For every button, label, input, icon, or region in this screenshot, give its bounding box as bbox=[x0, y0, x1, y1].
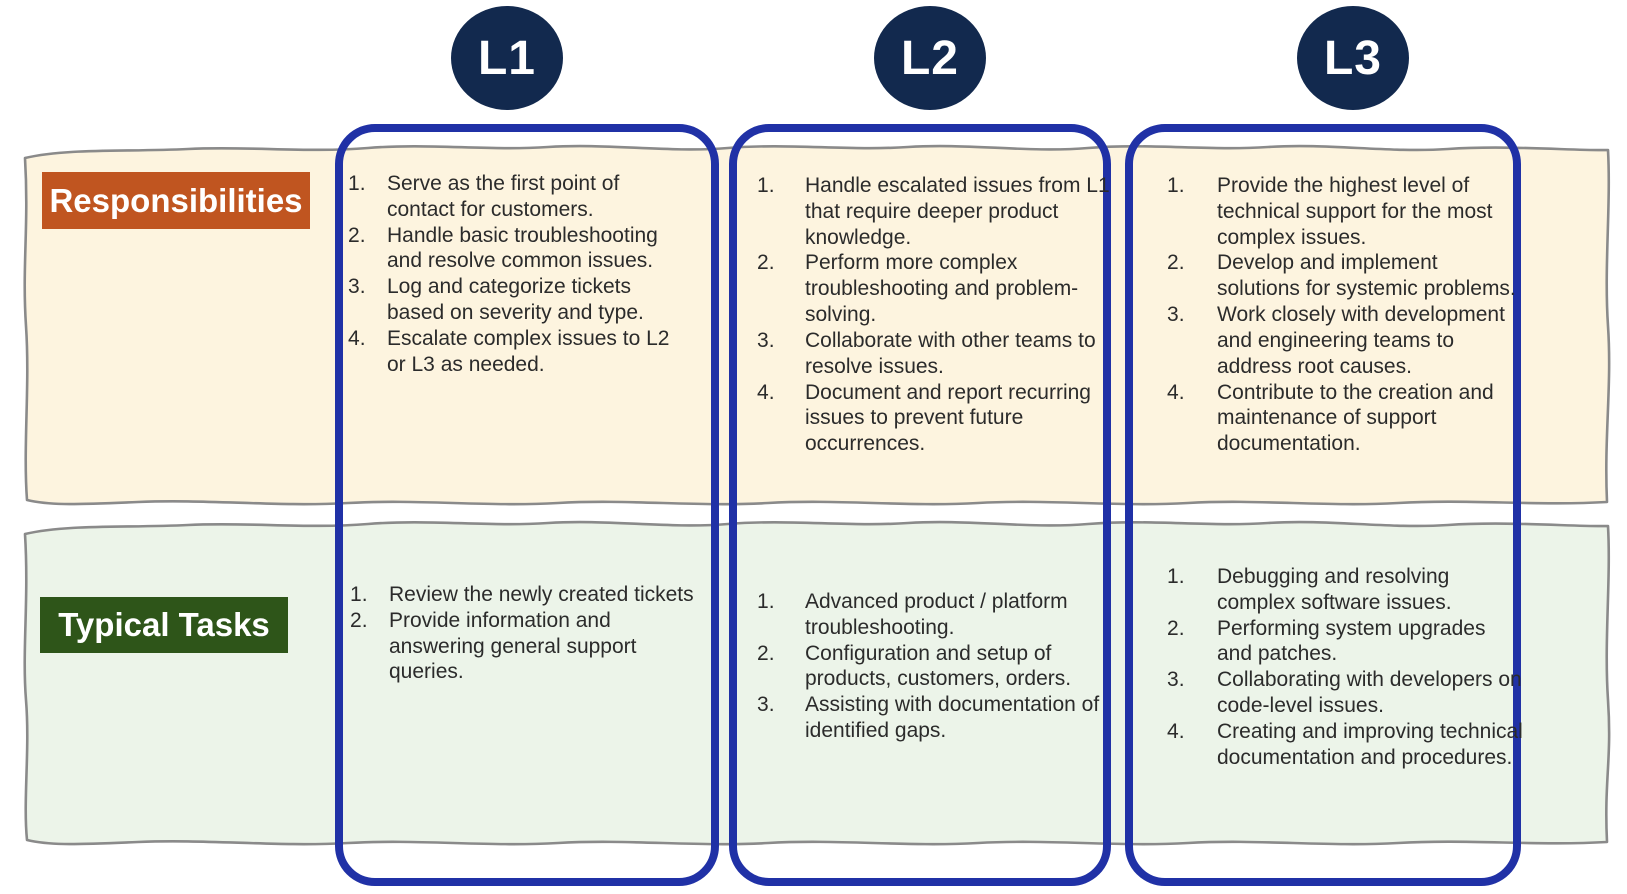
list-item: Handle basic troubleshooting and resolve… bbox=[387, 223, 658, 273]
list-item: Develop and implement solutions for syst… bbox=[1217, 251, 1516, 301]
list-item: Performing system upgrades and patches. bbox=[1217, 616, 1486, 666]
list-item: Creating and improving technical documen… bbox=[1217, 719, 1523, 769]
list-item: Review the newly created tickets bbox=[389, 583, 694, 606]
typical-tasks-list-l1: Review the newly created tickets Provide … bbox=[350, 582, 702, 685]
typical-tasks-list-l3: Debugging and resolving complex software… bbox=[1167, 564, 1523, 771]
typical-tasks-row-label: Typical Tasks bbox=[40, 597, 288, 653]
list-item: Escalate complex issues to L2 or L3 as n… bbox=[387, 326, 670, 376]
list-item: Collaborating with developers on code-le… bbox=[1217, 668, 1522, 718]
list-item: Serve as the first point of contact for … bbox=[387, 172, 620, 221]
level-badge-l2-label: L2 bbox=[900, 31, 959, 85]
list-item: Assisting with documentation of identifi… bbox=[805, 693, 1100, 743]
level-badge-l3: L3 bbox=[1297, 6, 1409, 110]
list-item: Collaborate with other teams to resolve … bbox=[805, 328, 1096, 378]
list-item: Provide the highest level of technical s… bbox=[1217, 174, 1493, 249]
level-badge-l3-label: L3 bbox=[1323, 31, 1382, 85]
level-badge-l1-label: L1 bbox=[477, 31, 536, 85]
list-item: Contribute to the creation and maintenan… bbox=[1217, 380, 1494, 456]
list-item: Configuration and setup of products, cus… bbox=[805, 641, 1072, 691]
responsibilities-row-label-text: Responsibilities bbox=[49, 181, 303, 219]
list-item: Work closely with development and engine… bbox=[1217, 303, 1505, 378]
level-frame-l2 bbox=[729, 124, 1111, 886]
typical-tasks-list-l2: Advanced product / platform troubleshoot… bbox=[757, 589, 1117, 744]
level-frame-l1 bbox=[335, 124, 719, 886]
typical-tasks-row-label-text: Typical Tasks bbox=[58, 606, 270, 643]
responsibilities-list-l1: Serve as the first point of contact for … bbox=[348, 171, 690, 378]
responsibilities-list-l2: Handle escalated issues from L1 that req… bbox=[757, 173, 1117, 457]
list-item: Document and report recurring issues to … bbox=[805, 380, 1091, 456]
level-badge-l1: L1 bbox=[451, 6, 563, 110]
list-item: Provide information and answering genera… bbox=[389, 608, 637, 684]
list-item: Debugging and resolving complex software… bbox=[1217, 565, 1452, 614]
responsibilities-row-label: Responsibilities bbox=[42, 172, 310, 229]
list-item: Handle escalated issues from L1 that req… bbox=[805, 174, 1110, 249]
list-item: Log and categorize tickets based on seve… bbox=[387, 275, 644, 325]
level-badge-l2: L2 bbox=[874, 6, 986, 110]
level-frame-l3 bbox=[1125, 124, 1521, 886]
list-item: Advanced product / platform troubleshoot… bbox=[805, 590, 1068, 639]
list-item: Perform more complex troubleshooting and… bbox=[805, 251, 1079, 327]
responsibilities-list-l3: Provide the highest level of technical s… bbox=[1167, 173, 1523, 457]
